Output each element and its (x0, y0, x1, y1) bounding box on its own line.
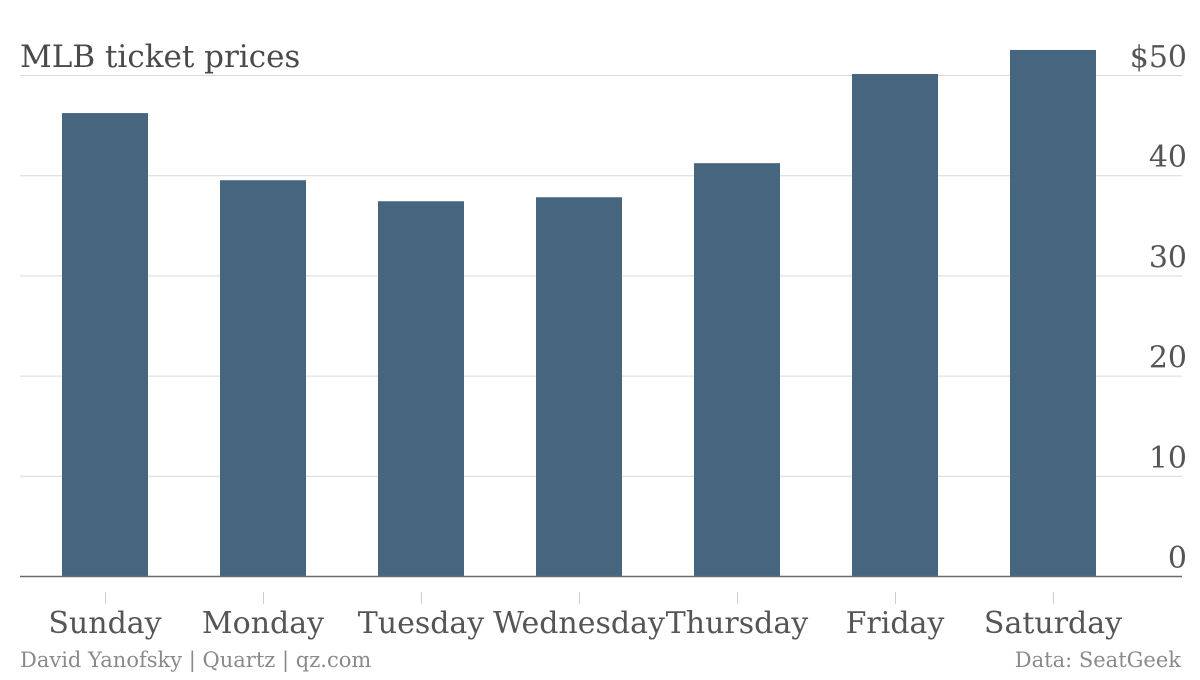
x-tick-label-friday: Friday (846, 606, 945, 641)
bar-thursday (694, 163, 780, 576)
y-tick-label-30: 30 (1149, 240, 1187, 275)
bar-wednesday (536, 197, 622, 576)
y-tick-label-10: 10 (1149, 441, 1187, 476)
y-tick-labels: 0 10 20 30 40 $50 (1130, 40, 1187, 576)
x-tick-label-thursday: Thursday (666, 606, 808, 641)
x-tick-label-tuesday: Tuesday (358, 606, 485, 641)
x-tick-label-monday: Monday (202, 606, 324, 641)
credit-text: David Yanofsky | Quartz | qz.com (20, 648, 371, 673)
x-tick-label-wednesday: Wednesday (493, 606, 665, 641)
y-tick-label-40: 40 (1149, 140, 1187, 175)
source-text: Data: SeatGeek (1015, 648, 1181, 672)
x-tick-labels: Sunday Monday Tuesday Wednesday Thursday Frid… (48, 606, 1122, 641)
bar-monday (220, 180, 306, 576)
chart-title: MLB ticket prices (20, 39, 300, 75)
bar-saturday (1010, 49, 1096, 576)
y-tick-label-50: $50 (1130, 40, 1187, 75)
y-tick-label-20: 20 (1149, 341, 1187, 376)
y-tick-label-0: 0 (1168, 541, 1187, 576)
bar-friday (852, 73, 938, 577)
x-tick-marks (105, 592, 1054, 604)
bars (62, 49, 1096, 577)
x-tick-label-saturday: Saturday (984, 606, 1122, 641)
bar-tuesday (378, 201, 464, 576)
x-tick-label-sunday: Sunday (48, 606, 161, 641)
bar-sunday (62, 113, 148, 577)
